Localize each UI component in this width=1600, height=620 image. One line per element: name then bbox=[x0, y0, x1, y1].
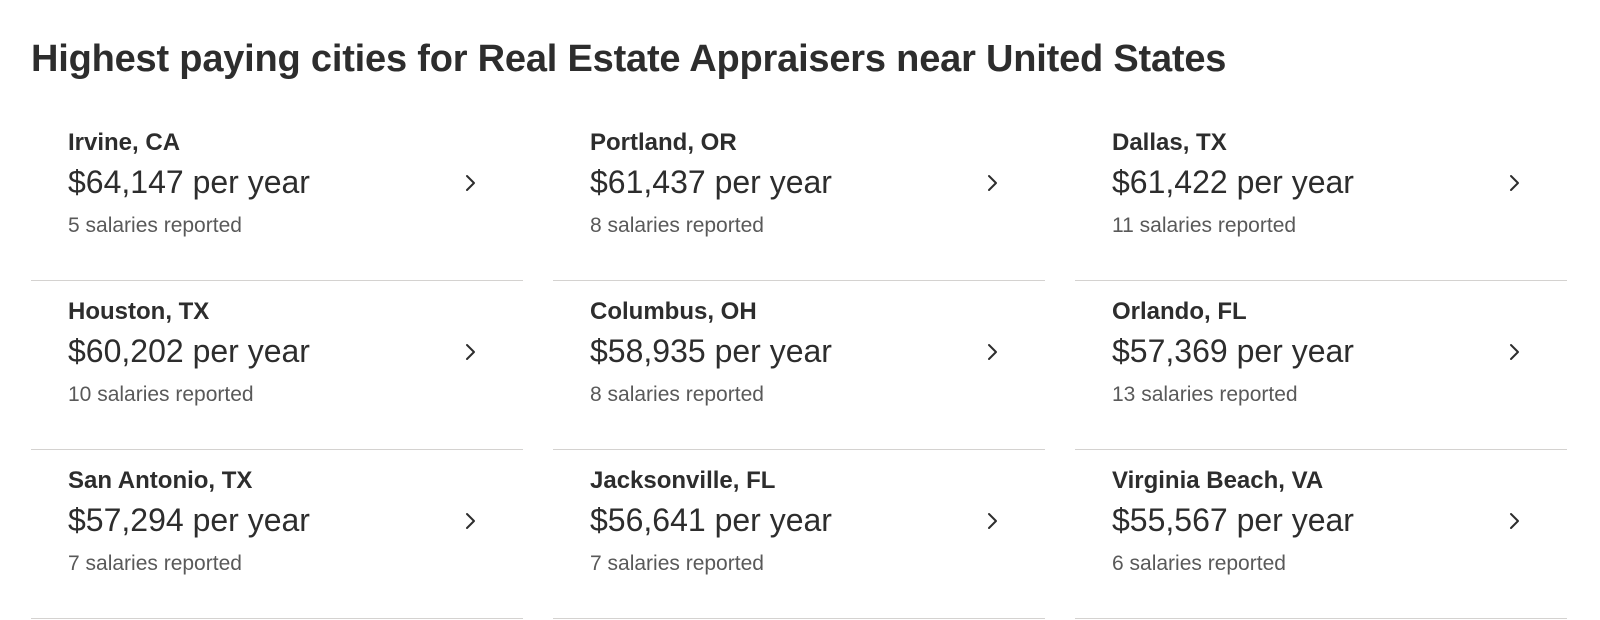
page-title: Highest paying cities for Real Estate Ap… bbox=[31, 38, 1227, 80]
city-name: Columbus, OH bbox=[590, 298, 757, 325]
city-name: Houston, TX bbox=[68, 298, 210, 325]
chevron-right-icon[interactable] bbox=[464, 172, 478, 194]
city-card-dallas[interactable]: Dallas, TX $61,422 per year 11 salaries … bbox=[1075, 112, 1567, 281]
chevron-right-icon[interactable] bbox=[1508, 172, 1522, 194]
city-salary: $61,422 per year bbox=[1112, 164, 1354, 200]
city-card-irvine[interactable]: Irvine, CA $64,147 per year 5 salaries r… bbox=[31, 112, 523, 281]
city-salary: $58,935 per year bbox=[590, 333, 832, 369]
salaries-reported: 8 salaries reported bbox=[590, 214, 764, 237]
city-salary: $64,147 per year bbox=[68, 164, 310, 200]
city-name: Dallas, TX bbox=[1112, 129, 1227, 156]
city-card-orlando[interactable]: Orlando, FL $57,369 per year 13 salaries… bbox=[1075, 281, 1567, 450]
salaries-reported: 7 salaries reported bbox=[590, 552, 764, 575]
city-card-virginia-beach[interactable]: Virginia Beach, VA $55,567 per year 6 sa… bbox=[1075, 450, 1567, 619]
salaries-reported: 13 salaries reported bbox=[1112, 383, 1298, 406]
salaries-reported: 10 salaries reported bbox=[68, 383, 254, 406]
chevron-right-icon[interactable] bbox=[986, 510, 1000, 532]
city-salary: $56,641 per year bbox=[590, 502, 832, 538]
chevron-right-icon[interactable] bbox=[986, 341, 1000, 363]
salaries-reported: 6 salaries reported bbox=[1112, 552, 1286, 575]
chevron-right-icon[interactable] bbox=[1508, 341, 1522, 363]
city-salary: $55,567 per year bbox=[1112, 502, 1354, 538]
city-salary: $60,202 per year bbox=[68, 333, 310, 369]
city-card-portland[interactable]: Portland, OR $61,437 per year 8 salaries… bbox=[553, 112, 1045, 281]
city-card-columbus[interactable]: Columbus, OH $58,935 per year 8 salaries… bbox=[553, 281, 1045, 450]
chevron-right-icon[interactable] bbox=[464, 510, 478, 532]
city-salary-grid: Irvine, CA $64,147 per year 5 salaries r… bbox=[31, 112, 1567, 619]
city-card-jacksonville[interactable]: Jacksonville, FL $56,641 per year 7 sala… bbox=[553, 450, 1045, 619]
chevron-right-icon[interactable] bbox=[464, 341, 478, 363]
city-card-san-antonio[interactable]: San Antonio, TX $57,294 per year 7 salar… bbox=[31, 450, 523, 619]
city-salary: $61,437 per year bbox=[590, 164, 832, 200]
city-name: Jacksonville, FL bbox=[590, 467, 776, 494]
salaries-reported: 11 salaries reported bbox=[1112, 214, 1297, 237]
salaries-reported: 8 salaries reported bbox=[590, 383, 764, 406]
city-salary: $57,294 per year bbox=[68, 502, 310, 538]
city-name: Orlando, FL bbox=[1112, 298, 1247, 325]
city-name: San Antonio, TX bbox=[68, 467, 253, 494]
city-name: Virginia Beach, VA bbox=[1112, 467, 1324, 494]
city-card-houston[interactable]: Houston, TX $60,202 per year 10 salaries… bbox=[31, 281, 523, 450]
chevron-right-icon[interactable] bbox=[986, 172, 1000, 194]
city-salary: $57,369 per year bbox=[1112, 333, 1354, 369]
chevron-right-icon[interactable] bbox=[1508, 510, 1522, 532]
city-name: Irvine, CA bbox=[68, 129, 181, 156]
city-name: Portland, OR bbox=[590, 129, 737, 156]
salaries-reported: 5 salaries reported bbox=[68, 214, 242, 237]
salaries-reported: 7 salaries reported bbox=[68, 552, 242, 575]
